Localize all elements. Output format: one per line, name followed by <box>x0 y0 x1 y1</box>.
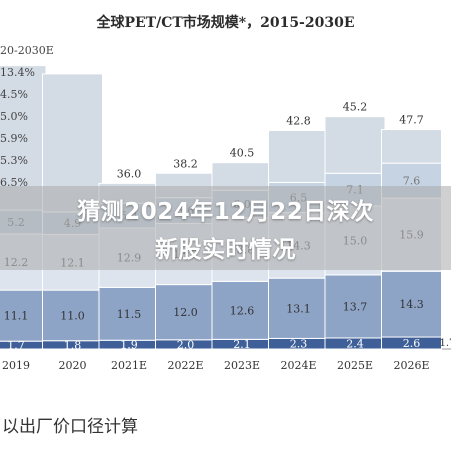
bar-segment <box>98 286 160 341</box>
bar-total-label: 38.2 <box>173 157 198 170</box>
bar-segment <box>268 130 329 183</box>
bar-segment-label: 1.7 <box>7 339 25 352</box>
caption-text: 以出厂价口径计算 <box>2 417 138 437</box>
bar-segment <box>268 277 329 339</box>
left-panel-value: 4.5% <box>0 88 28 101</box>
left-panel-value: 13.4% <box>0 66 35 79</box>
x-tick-label: 2026E <box>393 359 429 372</box>
bar-segment-label: 12.6 <box>230 304 255 317</box>
bar-total-label: 47.7 <box>399 114 424 127</box>
bar-segment-label: 12.0 <box>173 306 198 319</box>
bar-segment-label: 2.6 <box>403 337 421 350</box>
bar-segment-label: 1.9 <box>120 339 138 352</box>
bar-segment <box>324 274 386 339</box>
x-tick-label: 2020 <box>59 359 87 372</box>
x-tick-label: 2024E <box>280 359 316 372</box>
bar-segment-label: 1.8 <box>64 339 82 352</box>
bar-segment <box>0 289 47 342</box>
bar-segment-label: 7.6 <box>403 175 421 188</box>
chart-title: 全球PET/CT市场规模*，2015-2030E <box>96 15 355 31</box>
bar-segment-label: 14.3 <box>399 298 424 311</box>
overlay-subheadline: 新股实时情况 <box>155 237 296 263</box>
bar-total-label: 45.2 <box>343 101 368 114</box>
bar-segment-label: 13.7 <box>343 300 368 313</box>
bar-segment-label: 2.0 <box>177 338 195 351</box>
bar-segment-label: 11.0 <box>60 309 85 322</box>
bar-segment-label: 13.1 <box>286 302 311 315</box>
side-value-label: 1.7 <box>440 338 451 349</box>
bar-segment <box>211 162 273 191</box>
left-panel-header: 20-2030E <box>0 44 54 57</box>
bar-segment-label: 2.3 <box>290 338 308 351</box>
bar-segment <box>381 129 442 164</box>
x-tick-label: 2021E <box>111 359 147 372</box>
bar-segment-label: 11.1 <box>4 310 29 323</box>
bar-total-label: 42.8 <box>286 115 311 128</box>
bar-segment <box>211 280 273 340</box>
left-panel-value: 5.9% <box>0 132 28 145</box>
x-tick-label: 2023E <box>224 359 260 372</box>
overlay-banner: 猜测2024年12月22日深次 新股实时情况 <box>0 186 451 270</box>
bar-segment <box>324 116 386 174</box>
left-panel-value: 6.5% <box>0 176 28 189</box>
bar-segment-label: 11.5 <box>117 308 142 321</box>
left-panel-value: 5.3% <box>0 154 28 167</box>
bar-segment <box>155 284 216 341</box>
overlay-headline: 猜测2024年12月22日深次 <box>77 199 374 225</box>
x-tick-label: 2025E <box>337 359 373 372</box>
x-tick-label: 2022E <box>167 359 203 372</box>
bar-segment-label: 2.4 <box>346 337 364 350</box>
bar-total-label: 36.0 <box>117 167 142 180</box>
bar-total-label: 40.5 <box>230 147 255 160</box>
x-tick-label: 2019 <box>2 359 30 372</box>
left-panel-value: 5.0% <box>0 110 28 123</box>
bar-segment-label: 2.1 <box>233 338 251 351</box>
